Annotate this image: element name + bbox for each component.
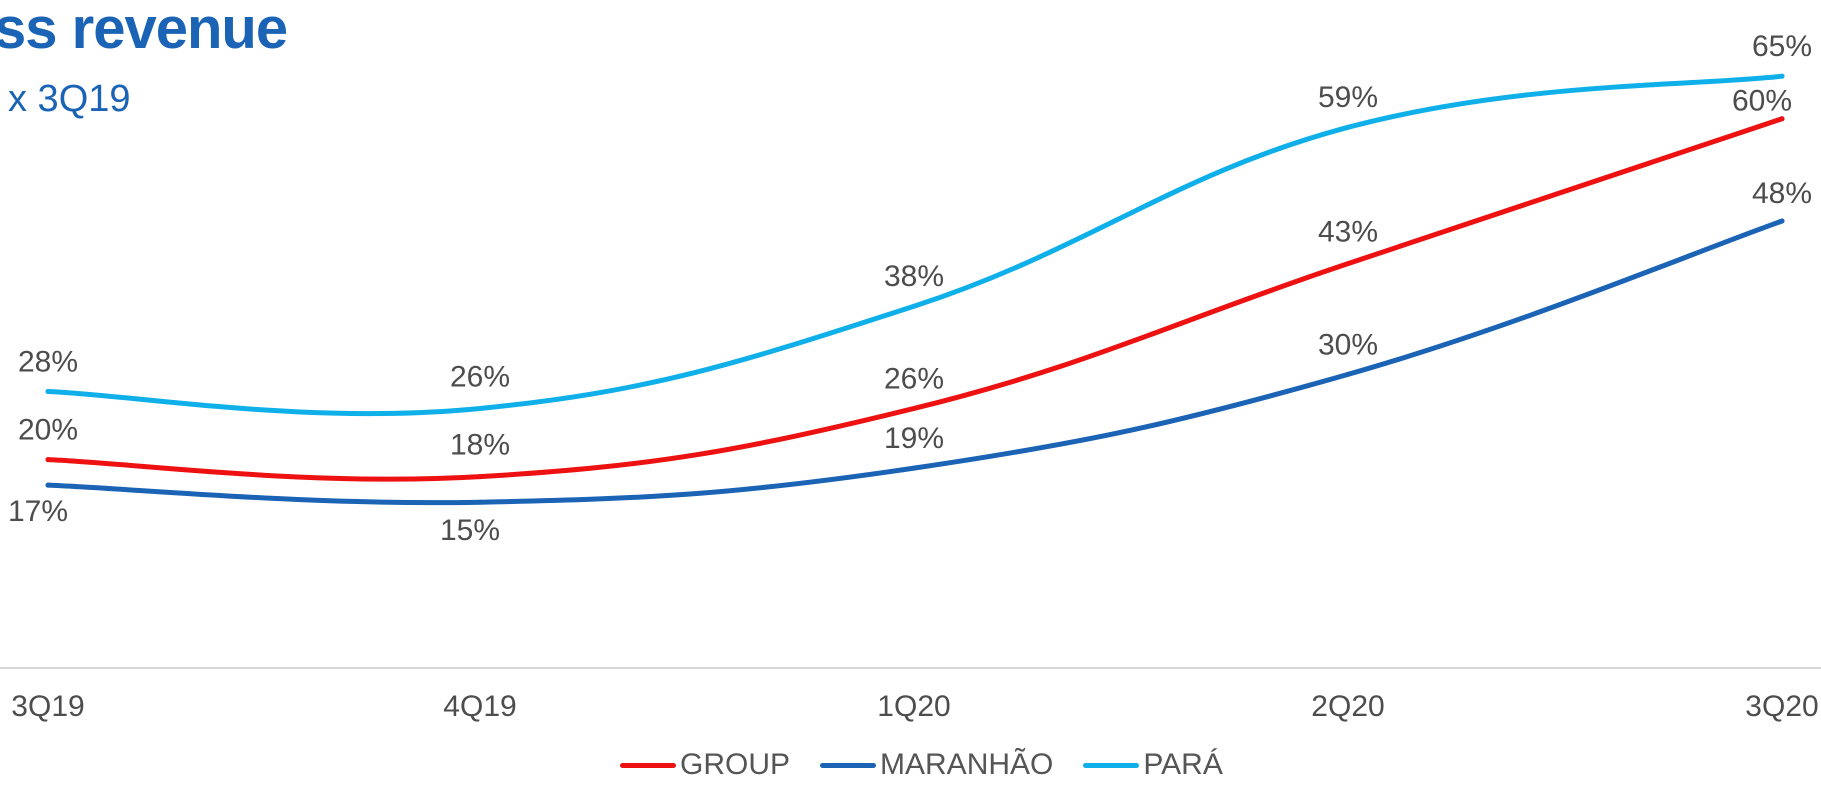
data-point-para-3Q20 — [1779, 73, 1785, 79]
chart-subtitle: x 3Q19 — [8, 78, 131, 120]
data-labels-layer: 20% 18% 26% 43% 60% 17% 15% 19% 30% 48% 28% 26% 38% 5… — [8, 30, 1812, 547]
legend-swatch-group — [620, 762, 676, 768]
data-point-para-2Q20 — [1345, 124, 1351, 130]
data-label-maranhao-3Q19: 17% — [8, 495, 68, 528]
data-label-maranhao-2Q20: 30% — [1318, 328, 1378, 361]
data-point-maranhao-4Q19 — [477, 499, 483, 505]
data-point-group-3Q20 — [1779, 116, 1785, 122]
data-label-group-3Q19: 20% — [18, 414, 78, 447]
data-label-maranhao-1Q20: 19% — [884, 422, 944, 455]
legend-swatch-para — [1083, 762, 1140, 768]
data-point-group-4Q19 — [477, 474, 483, 480]
data-label-para-2Q20: 59% — [1318, 81, 1378, 114]
data-point-group-2Q20 — [1345, 261, 1351, 267]
x-tick-2Q20: 2Q20 — [1311, 690, 1384, 723]
x-tick-3Q20: 3Q20 — [1745, 690, 1818, 723]
data-label-maranhao-3Q20: 48% — [1752, 177, 1812, 210]
legend-item-group: GROUP — [620, 748, 790, 782]
data-point-para-3Q19 — [45, 388, 51, 394]
data-point-maranhao-2Q20 — [1345, 371, 1351, 377]
legend-label-para: PARÁ — [1143, 748, 1223, 781]
data-label-group-4Q19: 18% — [450, 429, 510, 462]
data-label-maranhao-4Q19: 15% — [440, 514, 500, 547]
data-point-maranhao-1Q20 — [911, 465, 917, 471]
data-point-maranhao-3Q19 — [45, 482, 51, 488]
legend-item-maranhao: MARANHÃO — [820, 748, 1053, 782]
chart-title: ss revenue — [0, 0, 288, 61]
legend: GROUP MARANHÃO PARÁ — [620, 748, 1223, 782]
data-label-para-1Q20: 38% — [884, 260, 944, 293]
data-label-para-4Q19: 26% — [450, 360, 510, 393]
x-axis-ticks: 3Q19 4Q19 1Q20 2Q20 3Q20 — [11, 690, 1818, 723]
data-label-group-2Q20: 43% — [1318, 216, 1378, 249]
x-tick-3Q19: 3Q19 — [11, 690, 84, 723]
data-point-maranhao-3Q20 — [1779, 218, 1785, 224]
series-layer — [45, 73, 1785, 506]
data-label-para-3Q19: 28% — [18, 345, 78, 378]
data-label-group-1Q20: 26% — [884, 362, 944, 395]
data-point-para-4Q19 — [477, 405, 483, 411]
x-tick-1Q20: 1Q20 — [877, 690, 950, 723]
legend-item-para: PARÁ — [1083, 748, 1223, 782]
data-label-group-3Q20: 60% — [1732, 85, 1792, 118]
legend-label-maranhao: MARANHÃO — [880, 748, 1054, 781]
data-point-group-3Q19 — [45, 457, 51, 463]
data-point-para-1Q20 — [911, 303, 917, 309]
legend-swatch-maranhao — [820, 762, 877, 768]
legend-label-group: GROUP — [680, 748, 791, 781]
data-label-para-3Q20: 65% — [1752, 30, 1812, 63]
data-point-group-1Q20 — [911, 405, 917, 411]
x-tick-4Q19: 4Q19 — [443, 690, 516, 723]
